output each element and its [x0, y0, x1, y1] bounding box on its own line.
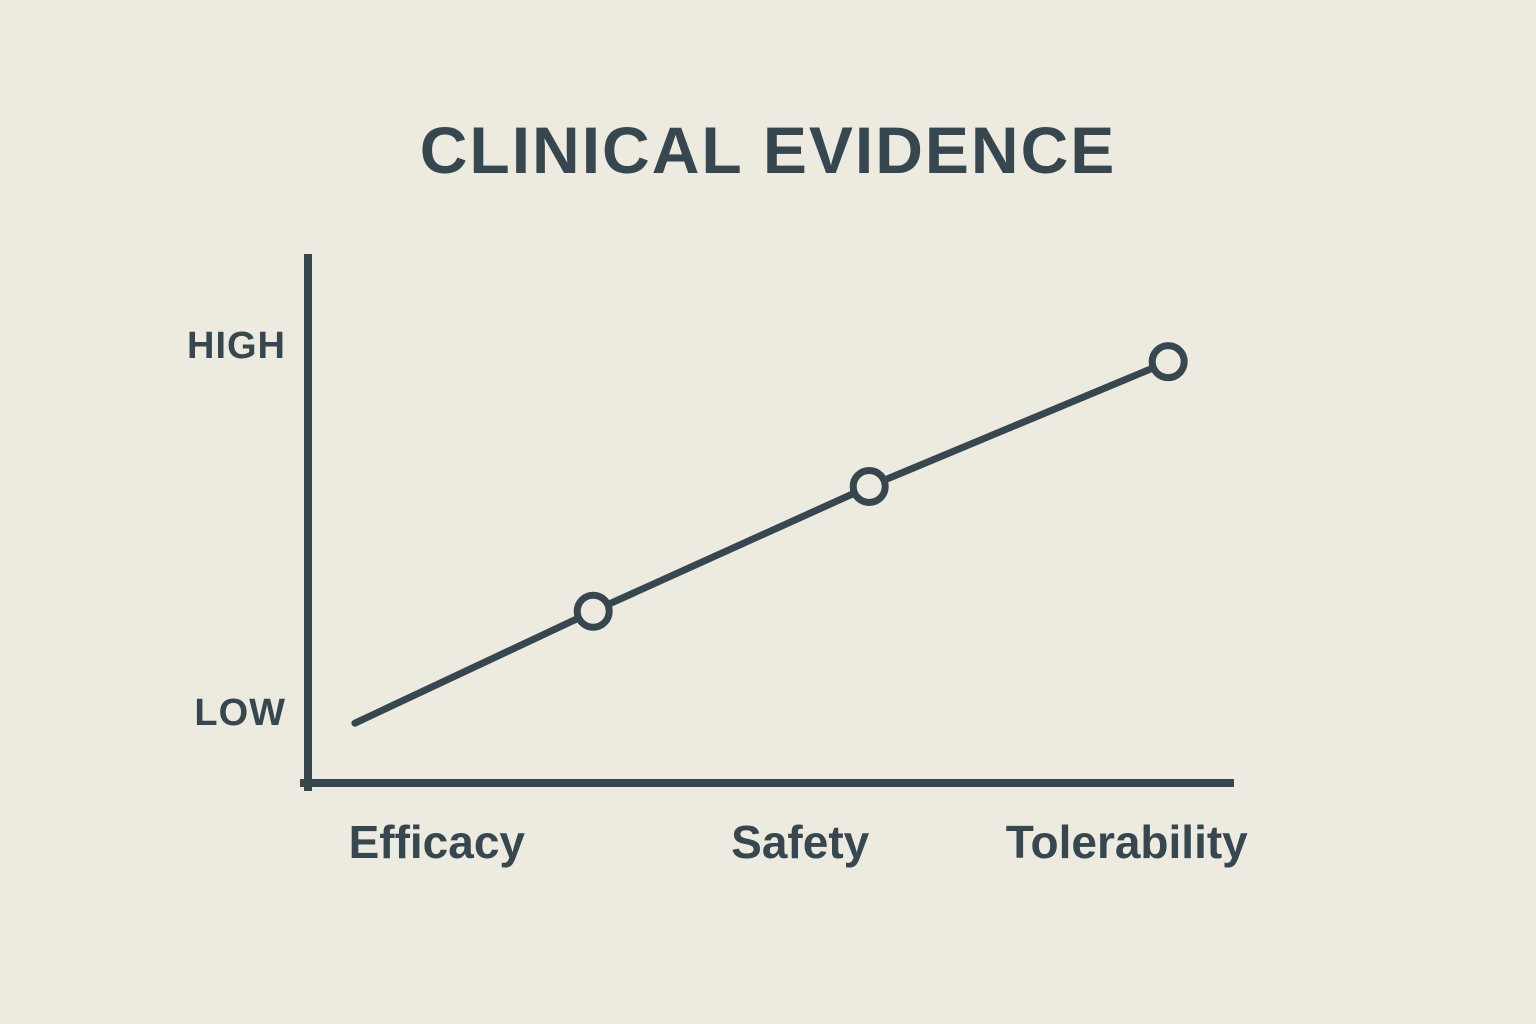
data-point-efficacy — [573, 591, 613, 631]
chart-title: CLINICAL EVIDENCE — [419, 113, 1117, 187]
y-tick-label-low: LOW — [194, 692, 286, 734]
x-axis-label-tolerability: Tolerability — [1006, 816, 1248, 868]
data-point-tolerability — [1148, 342, 1188, 382]
y-tick-label-high: HIGH — [187, 325, 286, 367]
trend-line — [351, 358, 1172, 727]
x-axis-label-safety: Safety — [731, 816, 869, 868]
data-point-safety — [849, 466, 889, 506]
x-axis-label-efficacy: Efficacy — [349, 816, 526, 868]
